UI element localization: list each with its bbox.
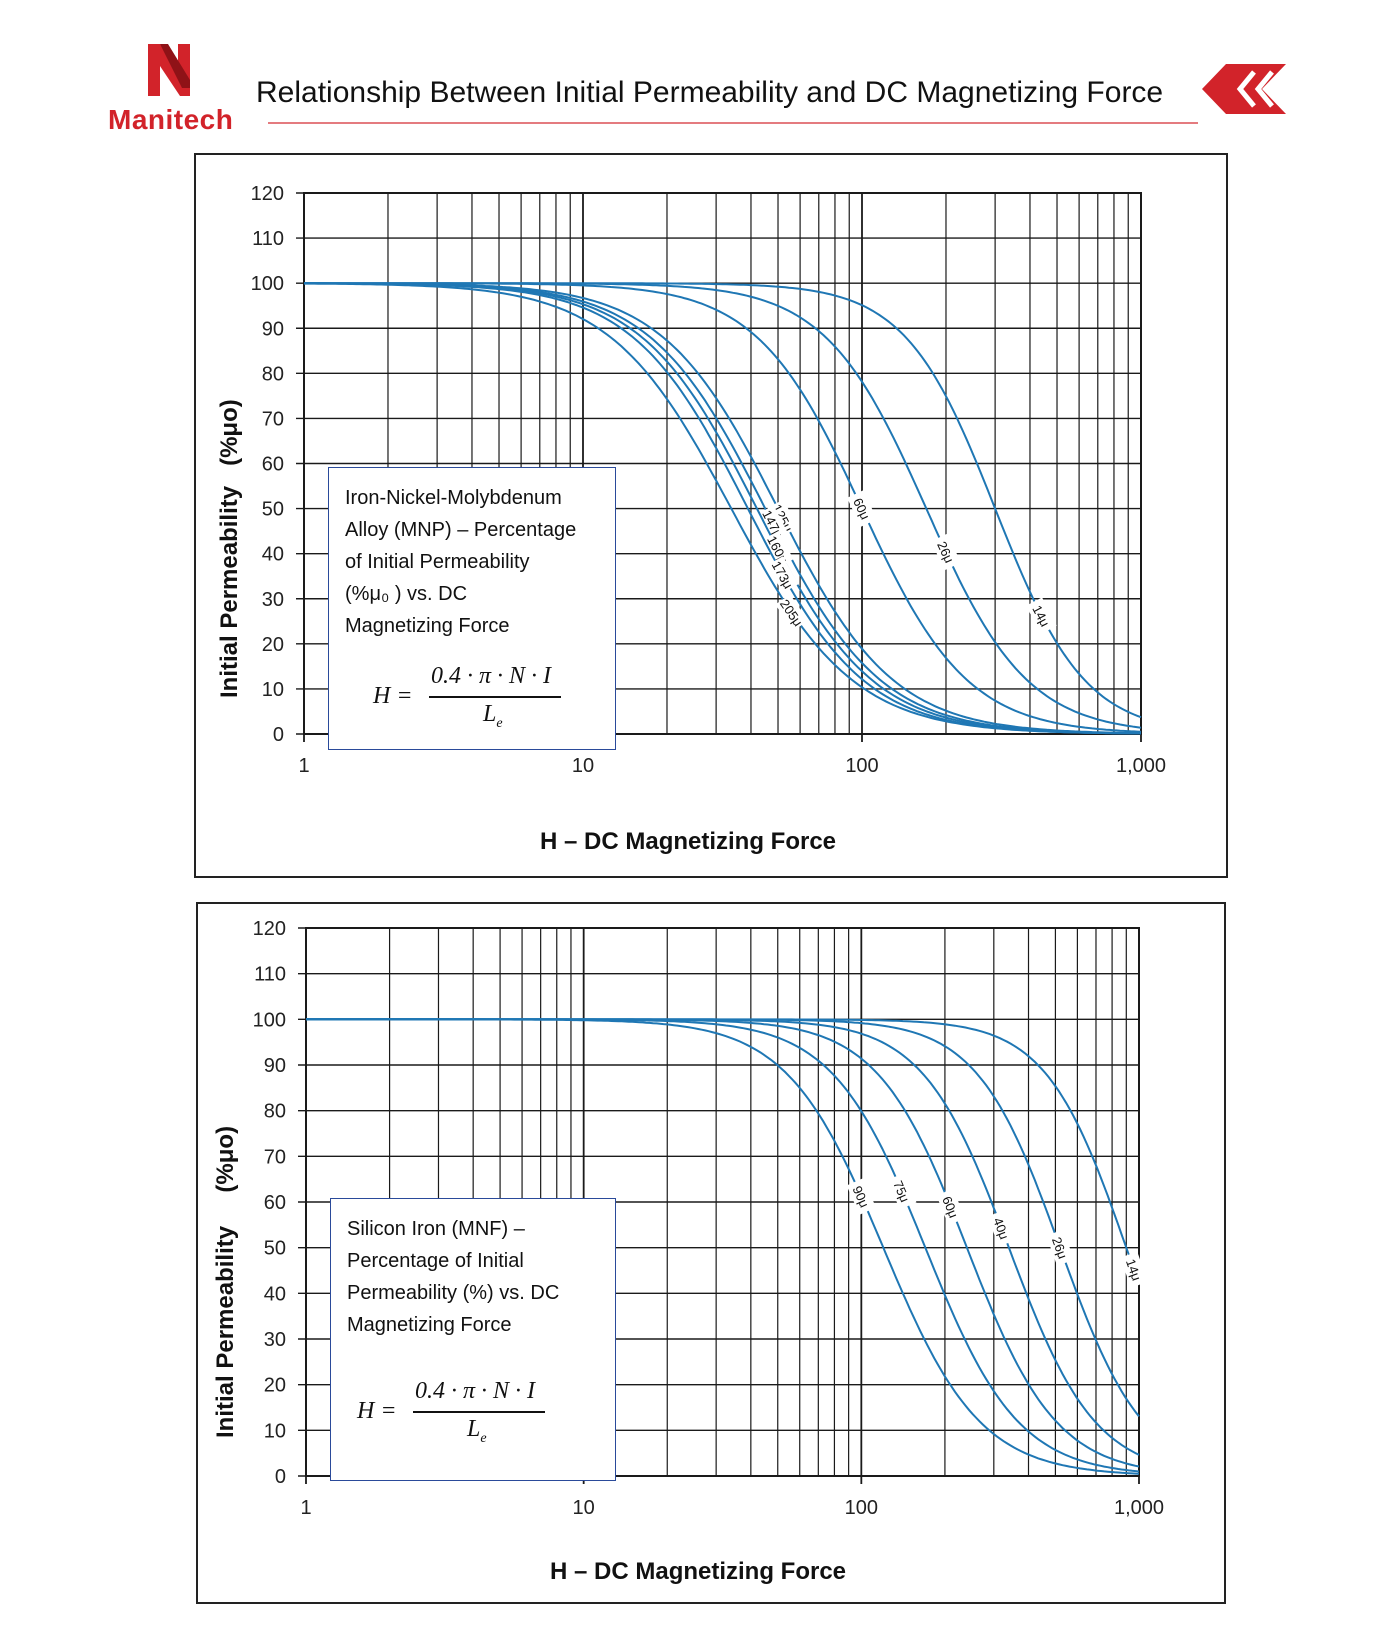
formula-lhs: H = (373, 683, 413, 709)
y-tick-label: 90 (264, 1055, 286, 1077)
series-label-bg (1120, 1251, 1148, 1288)
series-label: 26μ (1049, 1235, 1071, 1261)
y-tick-label: 60 (264, 1192, 286, 1214)
y-tick-label: 110 (252, 228, 284, 250)
formula-bar (429, 696, 561, 698)
y-tick-label: 10 (264, 1420, 286, 1442)
note-line: Silicon Iron (MNF) – (347, 1218, 525, 1240)
series-label-bg (846, 1178, 877, 1215)
note-line: Magnetizing Force (345, 615, 510, 637)
series-label: 40μ (990, 1216, 1012, 1242)
y-tick-label: 30 (262, 589, 284, 611)
y-tick-label: 0 (273, 724, 284, 746)
y-tick-label: 100 (251, 273, 284, 295)
note-line: (%μ₀ ) vs. DC (345, 583, 468, 605)
mnf-chart-note: Silicon Iron (MNF) – Percentage of Initi… (330, 1198, 616, 1481)
y-tick-label: 120 (251, 183, 284, 205)
formula-numerator: 0.4 · π · N · I (415, 1378, 536, 1404)
series-label-bg (1046, 1229, 1075, 1266)
series-label-bg (1026, 597, 1057, 635)
mnp-chart-panel: 0 10 20 30 40 50 60 70 80 90 100 110 120 1 10 100 1,000 1… (194, 153, 1228, 878)
page-title: Relationship Between Initial Permeabilit… (256, 76, 1164, 109)
y-tick-label: 40 (264, 1283, 286, 1305)
mnp-y-axis-label: Initial Permeability (%μo) (216, 399, 243, 698)
x-tick-label: 100 (845, 755, 878, 777)
y-tick-label: 20 (262, 634, 284, 656)
mnp-chart-note: Iron-Nickel-Molybdenum Alloy (MNP) – Per… (328, 467, 616, 750)
mnf-chart-panel: 0 10 20 30 40 50 60 70 80 90 100 110 120 1 10 100 1,000 1… (196, 902, 1226, 1604)
y-tick-label: 50 (262, 499, 284, 521)
series-label-bg (847, 490, 877, 527)
y-tick-label: 110 (254, 964, 286, 986)
y-tick-label: 70 (264, 1146, 286, 1168)
manitech-logo-icon (148, 44, 190, 96)
title-divider (268, 122, 1198, 124)
y-tick-label: 50 (264, 1238, 286, 1260)
brand-name: Manitech (108, 104, 234, 135)
series-label-bg (887, 1172, 917, 1210)
series-line-90μ (306, 1018, 1140, 1475)
y-tick-label: 90 (262, 318, 284, 340)
x-tick-label: 10 (572, 755, 594, 777)
x-tick-label: 10 (573, 1497, 595, 1519)
y-tick-label: 80 (264, 1101, 286, 1123)
series-label-bg (987, 1210, 1016, 1247)
y-tick-label: 0 (275, 1466, 286, 1488)
formula: H = 0.4 · π · N · I Le (345, 660, 601, 731)
series-line-60μ (304, 282, 1142, 733)
y-tick-label: 120 (253, 918, 286, 940)
series-label: 14μ (1123, 1257, 1144, 1283)
formula-numerator: 0.4 · π · N · I (431, 663, 552, 689)
y-tick-label: 80 (262, 363, 284, 385)
formula-denominator: Le (467, 1416, 487, 1446)
series-line-205μ (304, 282, 1142, 735)
note-line: Permeability (%) vs. DC (347, 1282, 560, 1304)
note-line: Magnetizing Force (347, 1314, 512, 1336)
formula-denominator: Le (483, 701, 503, 731)
note-line: of Initial Permeability (345, 551, 530, 573)
y-tick-label: 40 (262, 544, 284, 566)
y-tick-label: 10 (262, 679, 284, 701)
formula-lhs: H = (357, 1398, 397, 1424)
mnf-y-axis-label: Initial Permeability (%μo) (212, 1125, 239, 1438)
y-tick-label: 20 (264, 1375, 286, 1397)
y-tick-label: 60 (262, 454, 284, 476)
x-tick-label: 1 (300, 1497, 311, 1519)
plot-frame (305, 927, 1140, 1477)
y-tick-label: 70 (262, 408, 284, 430)
series-label-bg (936, 1188, 966, 1226)
double-chevron-left-icon (1202, 64, 1286, 114)
formula: H = 0.4 · π · N · I Le (347, 1375, 601, 1446)
page-header: Manitech Relationship Between Initial Pe… (0, 0, 1400, 150)
x-tick-label: 100 (845, 1497, 878, 1519)
note-line: Alloy (MNP) – Percentage (345, 519, 577, 541)
plot-frame (303, 192, 1142, 735)
y-tick-label: 30 (264, 1329, 286, 1351)
series-label-bg (757, 505, 789, 543)
x-tick-label: 1 (298, 755, 309, 777)
y-tick-label: 100 (253, 1009, 286, 1031)
series-label-bg (762, 531, 794, 568)
mnf-x-axis-label: H – DC Magnetizing Force (550, 1558, 847, 1585)
series-label-bg (775, 594, 809, 631)
mnp-x-axis-label: H – DC Magnetizing Force (540, 828, 837, 855)
series-label-bg (931, 533, 961, 571)
formula-bar (413, 1411, 545, 1413)
note-line: Iron-Nickel-Molybdenum (345, 487, 562, 509)
series-label-bg (767, 556, 799, 594)
x-tick-label: 1,000 (1116, 755, 1166, 777)
note-line: Percentage of Initial (347, 1250, 524, 1272)
x-tick-label: 1,000 (1114, 1497, 1164, 1519)
